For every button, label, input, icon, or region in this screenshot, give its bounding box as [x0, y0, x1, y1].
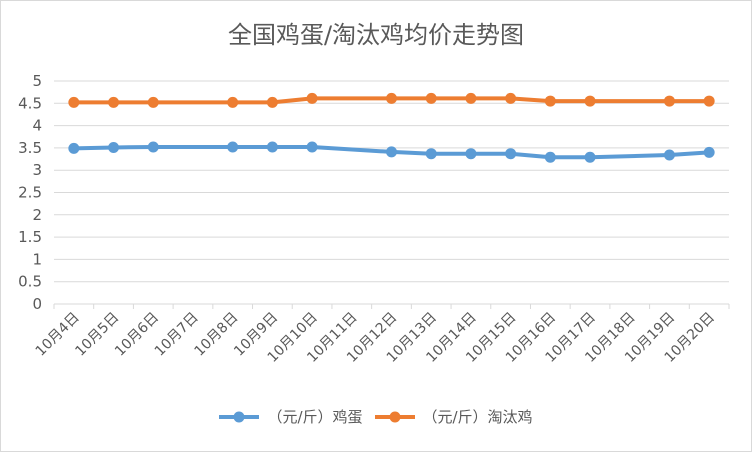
series-1 — [68, 92, 715, 108]
y-tick-label: 4 — [32, 117, 42, 135]
legend-swatch — [219, 411, 260, 422]
data-point — [227, 141, 239, 153]
data-point — [584, 95, 596, 107]
series-0 — [68, 141, 715, 163]
y-tick-label: 1.5 — [18, 228, 42, 246]
data-point — [386, 146, 397, 158]
data-point — [663, 95, 675, 107]
data-point — [505, 92, 517, 104]
data-point — [147, 141, 159, 153]
y-tick-label: 4.5 — [18, 94, 42, 112]
data-point — [306, 141, 318, 153]
data-point — [68, 96, 80, 108]
data-point — [306, 92, 318, 104]
data-point — [227, 96, 239, 108]
series-line — [73, 96, 710, 105]
data-point — [703, 95, 715, 107]
y-tick-label: 2 — [32, 206, 42, 224]
data-point — [544, 95, 556, 107]
data-point — [68, 142, 80, 154]
data-point — [266, 96, 278, 108]
data-point — [505, 148, 517, 160]
data-point — [663, 149, 675, 161]
data-point — [147, 96, 159, 108]
y-tick-label: 1 — [32, 250, 42, 268]
y-tick-label: 0.5 — [18, 273, 42, 291]
y-tick-label: 0 — [32, 295, 42, 313]
data-point — [386, 92, 397, 104]
y-tick-label: 5 — [32, 72, 42, 90]
data-point — [266, 141, 278, 153]
data-point — [108, 141, 120, 153]
data-point — [544, 151, 556, 163]
data-point — [584, 151, 596, 163]
legend-label: （元/斤）鸡蛋 — [267, 408, 363, 426]
data-point — [425, 148, 437, 160]
legend-item-1: （元/斤）淘汰鸡 — [374, 406, 533, 427]
chart-title: 全国鸡蛋/淘汰鸡均价走势图 — [227, 21, 525, 49]
legend-label: （元/斤）淘汰鸡 — [422, 408, 533, 426]
series-line — [73, 145, 710, 160]
legend-item-0: （元/斤）鸡蛋 — [219, 406, 363, 427]
data-point — [703, 146, 715, 158]
data-point — [425, 92, 437, 104]
legend-swatch — [374, 411, 415, 422]
legend: （元/斤）鸡蛋 （元/斤）淘汰鸡 — [1, 406, 751, 427]
data-point — [465, 92, 477, 104]
y-tick-label: 3.5 — [18, 139, 42, 157]
data-point — [108, 96, 120, 108]
data-point — [465, 148, 477, 160]
y-tick-label: 3 — [32, 161, 42, 179]
plot-area: 00.511.522.533.544.55 10月4日10月5日10月6日10月… — [18, 72, 730, 366]
y-tick-label: 2.5 — [18, 184, 42, 202]
